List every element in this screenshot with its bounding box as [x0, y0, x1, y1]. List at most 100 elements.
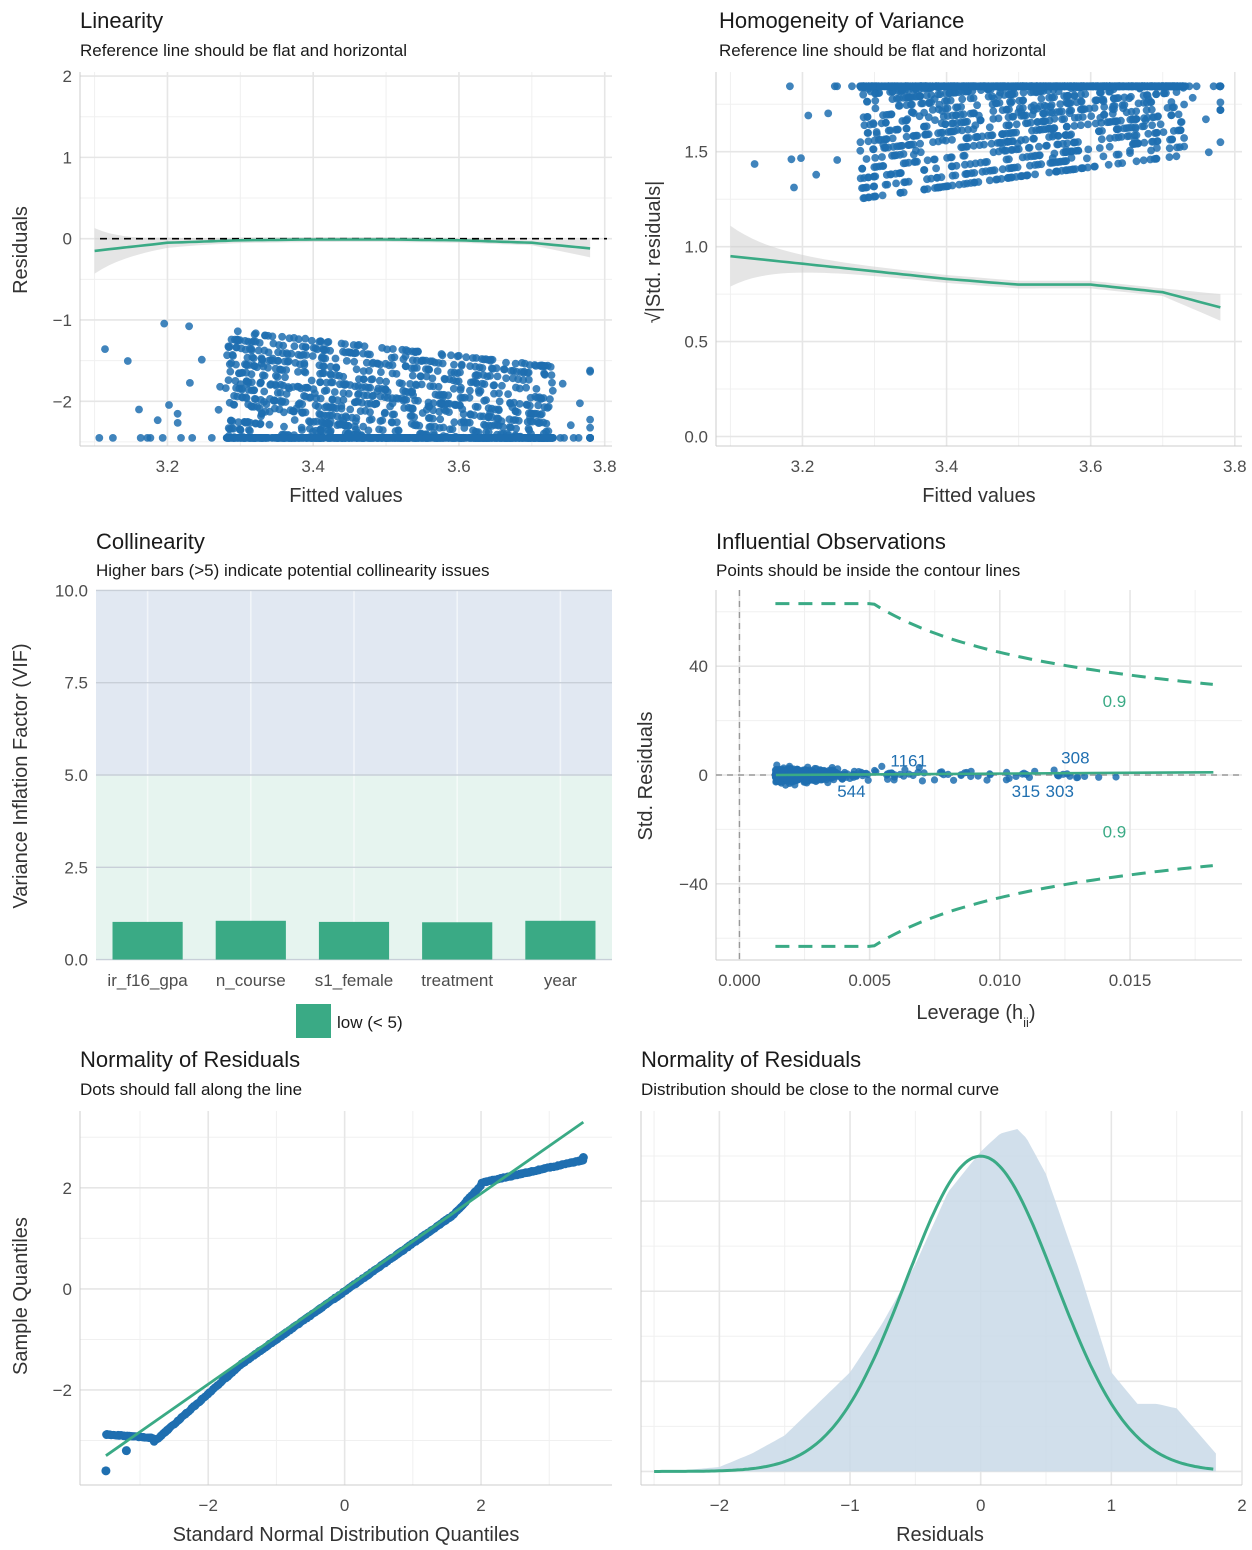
residual-point — [478, 355, 486, 363]
scale-location-point — [989, 115, 998, 123]
residual-point — [226, 367, 235, 376]
scale-location-point — [877, 119, 886, 128]
scale-location-point — [863, 183, 871, 192]
scale-location-point — [1110, 102, 1119, 110]
residual-point — [487, 422, 496, 430]
residual-point — [422, 365, 430, 373]
scale-location-point — [1117, 133, 1126, 141]
scale-location-point — [1097, 135, 1106, 144]
scale-location-point — [1160, 89, 1169, 98]
residual-point — [434, 382, 443, 391]
leverage-point — [824, 779, 832, 787]
collinearity-ylabel: Variance Inflation Factor (VIF) — [10, 643, 32, 908]
scale-location-point — [1008, 173, 1016, 182]
residual-point — [365, 416, 374, 424]
residual-point — [197, 355, 206, 364]
scale-location-point — [1167, 111, 1176, 120]
homogeneity-subtitle: Reference line should be flat and horizo… — [719, 41, 1046, 60]
scale-location-point — [878, 153, 886, 161]
scale-location-point — [1010, 163, 1019, 172]
residual-point — [406, 412, 415, 420]
residual-point — [361, 407, 370, 415]
x-tick-label: year — [544, 971, 577, 990]
residual-point — [416, 372, 425, 380]
scale-location-point — [1070, 138, 1078, 147]
residual-point — [355, 375, 363, 383]
scale-location-point — [1115, 82, 1123, 91]
homogeneity-xlabel: Fitted values — [922, 485, 1035, 507]
leverage-point — [828, 764, 836, 772]
scale-location-point — [1148, 121, 1156, 130]
residual-point — [231, 335, 239, 344]
scale-location-point — [898, 86, 906, 95]
scale-location-point — [960, 151, 969, 160]
residual-point — [332, 371, 340, 379]
scale-location-point — [920, 166, 929, 174]
homogeneity-points — [750, 82, 1225, 203]
residual-point — [290, 416, 299, 424]
residual-point — [408, 434, 417, 442]
residual-point — [173, 409, 182, 418]
scale-location-point — [921, 130, 929, 139]
scale-location-point — [916, 148, 925, 157]
scale-location-point — [872, 130, 881, 138]
influential-title: Influential Observations — [716, 529, 946, 554]
scale-location-point — [878, 191, 887, 200]
scale-location-point — [887, 110, 896, 119]
residual-point — [346, 405, 355, 414]
residual-point — [294, 383, 303, 391]
residual-point — [522, 383, 530, 392]
smooth-fit-line — [730, 254, 1221, 309]
residual-point — [247, 386, 256, 395]
scale-location-point — [879, 162, 888, 170]
scale-location-point — [941, 120, 950, 129]
residual-point — [576, 399, 584, 408]
scale-location-point — [1070, 82, 1079, 91]
scale-location-point — [1050, 114, 1059, 123]
scale-location-point — [1007, 90, 1016, 99]
residual-point — [408, 405, 417, 413]
residual-point — [316, 378, 325, 386]
x-tick-label: 3.8 — [593, 457, 617, 476]
scale-location-point — [856, 138, 865, 147]
scale-location-point — [948, 136, 956, 144]
scale-location-point — [858, 164, 867, 173]
residual-point — [398, 394, 406, 403]
residual-point — [354, 390, 362, 399]
residual-point — [374, 434, 383, 442]
scale-location-point — [1147, 105, 1156, 114]
scale-location-point — [976, 116, 985, 125]
scale-location-point — [1152, 90, 1160, 99]
residual-point — [326, 427, 335, 435]
scale-location-point — [1045, 133, 1053, 141]
residual-point — [289, 407, 298, 416]
y-tick-label: −1 — [53, 311, 72, 330]
scale-location-point — [797, 154, 805, 163]
scale-location-point — [1009, 128, 1018, 137]
residual-point — [475, 434, 484, 442]
residual-point — [514, 375, 523, 384]
residual-point — [234, 418, 243, 427]
leverage-point — [983, 776, 991, 784]
scale-location-point — [966, 160, 975, 169]
scale-location-point — [956, 110, 965, 119]
scale-location-point — [936, 90, 945, 99]
scale-location-point — [993, 139, 1002, 147]
scale-location-point — [975, 141, 984, 150]
leverage-point — [1002, 776, 1011, 784]
residual-point — [233, 392, 242, 401]
scale-location-point — [1132, 115, 1141, 123]
residual-point — [290, 334, 298, 342]
residual-point — [269, 339, 278, 348]
residual-point — [507, 367, 515, 375]
scale-location-point — [963, 169, 972, 178]
residual-point — [401, 362, 410, 370]
scale-location-point — [1091, 96, 1100, 105]
qq-panel: Normality of Residuals Dots should fall … — [10, 1047, 612, 1546]
residual-point — [321, 354, 330, 363]
scale-location-point — [1138, 122, 1147, 131]
residual-point — [328, 395, 337, 404]
scale-location-point — [1070, 92, 1079, 101]
residual-point — [391, 434, 400, 442]
scale-location-point — [1165, 144, 1174, 153]
